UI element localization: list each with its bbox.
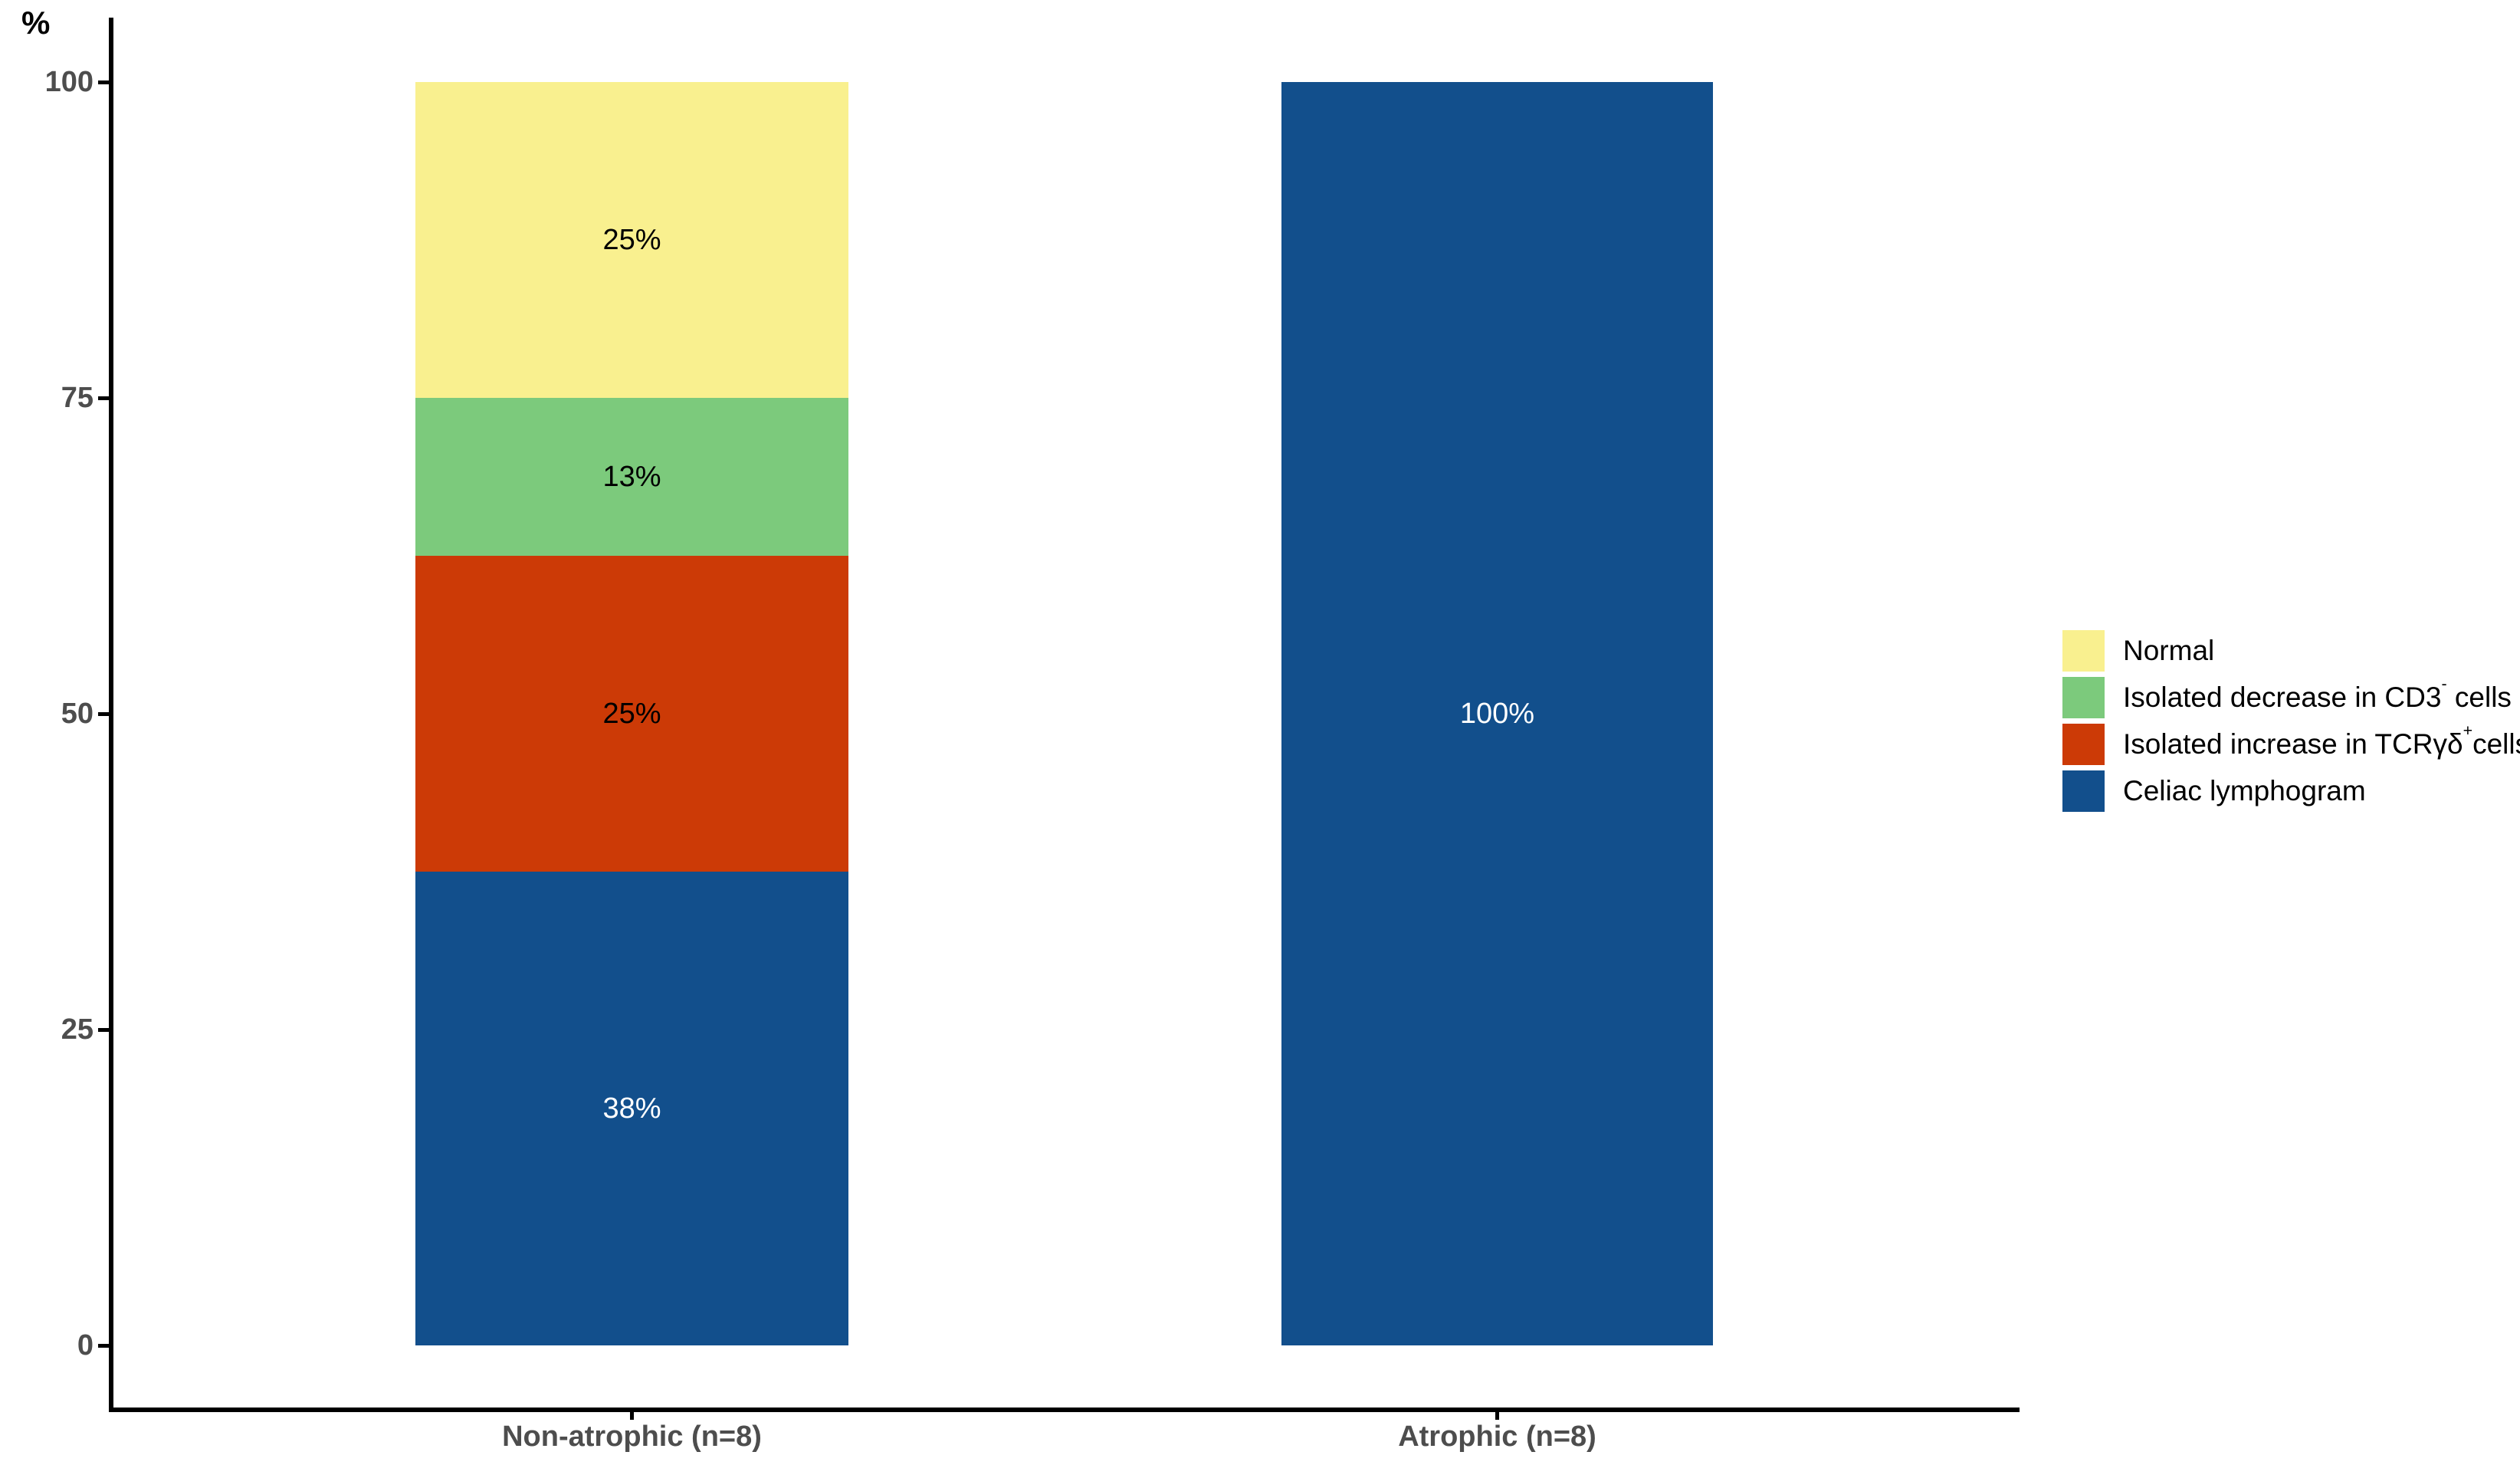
legend-label: Isolated increase in TCRγδ+cells	[2123, 722, 2520, 760]
legend-swatch	[2062, 724, 2105, 765]
legend-item-normal: Normal	[2062, 630, 2520, 672]
legend-label-text: cells	[2472, 728, 2520, 760]
legend-label-superscript: -	[2441, 675, 2447, 694]
legend-swatch	[2062, 770, 2105, 812]
y-tick-label: 0	[77, 1329, 94, 1362]
legend: Normal Isolated decrease in CD3- cells Iso…	[2062, 630, 2520, 817]
legend-item-isolated-decrease-in-cd3-cells: Isolated decrease in CD3- cells	[2062, 675, 2520, 718]
bar-segment-celiac-lymphogram	[415, 872, 848, 1345]
bar-segment-normal	[415, 82, 848, 398]
legend-label-superscript: +	[2463, 721, 2473, 741]
legend-label-text: cells	[2446, 682, 2512, 713]
y-axis-title: %	[21, 5, 51, 41]
y-tick-label: 75	[61, 382, 94, 414]
bar-segment-label: 13%	[602, 461, 661, 493]
legend-swatch	[2062, 630, 2105, 672]
y-tick-label: 25	[61, 1013, 94, 1046]
y-tick-label: 50	[61, 698, 94, 730]
y-tick-mark	[98, 1344, 109, 1348]
y-tick-mark	[98, 1028, 109, 1032]
bar-segment-celiac-lymphogram	[1281, 82, 1713, 1345]
bar-segment-label: 25%	[602, 698, 661, 730]
y-axis-line	[109, 18, 113, 1412]
legend-label-text: Normal	[2123, 635, 2215, 666]
legend-label-text: Isolated increase in TCRγδ	[2123, 728, 2463, 760]
legend-label: Normal	[2123, 635, 2214, 667]
y-tick-mark	[98, 80, 109, 84]
x-tick-mark	[630, 1412, 634, 1420]
y-tick-mark	[98, 712, 109, 716]
bar-segment-isolated-decrease-in-cd3-cells	[415, 398, 848, 556]
legend-swatch	[2062, 677, 2105, 718]
x-tick-mark	[1495, 1412, 1499, 1420]
bar-segment-isolated-increase-in-tcr-cells	[415, 556, 848, 872]
legend-label-text: Isolated decrease in CD3	[2123, 682, 2442, 713]
bar-segment-label: 100%	[1459, 698, 1535, 730]
legend-label: Celiac lymphogram	[2123, 775, 2366, 807]
legend-item-isolated-increase-in-tcr-cells: Isolated increase in TCRγδ+cells	[2062, 722, 2520, 765]
legend-label: Isolated decrease in CD3- cells	[2123, 675, 2512, 714]
x-axis-category-label: Non-atrophic (n=8)	[502, 1421, 762, 1453]
bar-segment-label: 38%	[602, 1092, 661, 1125]
x-axis-category-label: Atrophic (n=8)	[1398, 1421, 1596, 1453]
bar-segment-label: 25%	[602, 224, 661, 256]
legend-item-celiac-lymphogram: Celiac lymphogram	[2062, 770, 2520, 812]
legend-label-text: Celiac lymphogram	[2123, 775, 2366, 806]
y-tick-label: 100	[44, 66, 94, 98]
y-tick-mark	[98, 396, 109, 400]
x-axis-line	[109, 1408, 2020, 1412]
